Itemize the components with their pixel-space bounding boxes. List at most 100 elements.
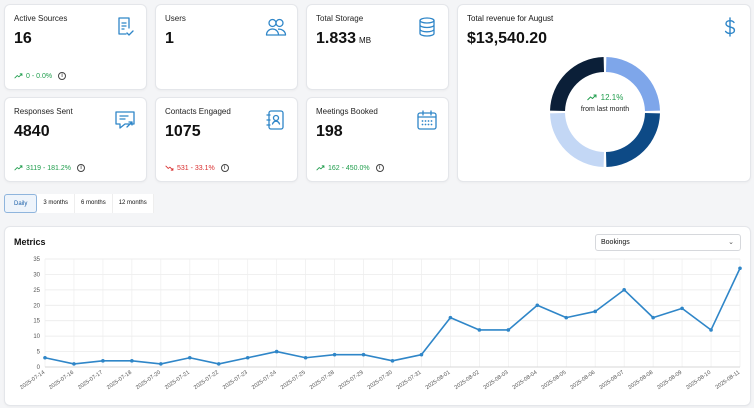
info-icon[interactable]: i <box>375 164 384 172</box>
y-tick-label: 0 <box>37 365 41 371</box>
data-point[interactable] <box>738 266 742 271</box>
y-tick-label: 30 <box>33 272 40 278</box>
data-point[interactable] <box>448 315 453 320</box>
y-tick-label: 25 <box>33 288 40 294</box>
stat-title: Responses Sent <box>14 107 73 116</box>
range-tab[interactable]: Daily <box>4 194 38 213</box>
x-tick-label: 2025-08-02 <box>454 370 481 391</box>
range-tab[interactable]: 6 months <box>75 194 113 213</box>
revenue-title: Total revenue for August <box>467 14 554 23</box>
contact-book-icon <box>266 110 284 130</box>
stat-trend: 162 - 450.0% i <box>316 164 384 172</box>
x-tick-label: 2025-07-31 <box>396 370 423 391</box>
range-tabs: Daily 3 months 6 months 12 months <box>4 194 154 213</box>
data-point[interactable] <box>593 309 598 314</box>
data-point[interactable] <box>419 352 424 357</box>
revenue-donut-chart <box>550 57 660 167</box>
donut-center: 12.1% from last month <box>548 93 662 113</box>
data-point[interactable] <box>477 328 482 332</box>
info-icon[interactable]: i <box>58 72 67 80</box>
donut-segment[interactable] <box>605 57 660 112</box>
trend-up-icon <box>14 73 23 79</box>
data-point[interactable] <box>43 355 47 360</box>
metrics-title: Metrics <box>14 237 46 247</box>
data-point[interactable] <box>101 359 105 363</box>
data-point[interactable] <box>651 315 655 320</box>
x-tick-label: 2025-07-21 <box>164 370 191 391</box>
data-point[interactable] <box>361 352 366 357</box>
info-icon[interactable]: i <box>220 164 229 172</box>
x-tick-label: 2025-07-22 <box>193 370 220 391</box>
data-point[interactable] <box>187 355 192 360</box>
stat-title: Contacts Engaged <box>165 107 231 116</box>
stat-trend: 0 - 0.0% i <box>14 72 67 80</box>
data-point[interactable] <box>274 349 279 354</box>
x-tick-label: 2025-08-07 <box>598 370 625 391</box>
data-point[interactable] <box>303 355 308 360</box>
metrics-card: Metrics Bookings ⌄ 0 5 10 15 20 25 30 35 2025-07… <box>4 226 751 406</box>
x-tick-label: 2025-08-05 <box>541 370 568 391</box>
x-tick-label: 2025-08-11 <box>715 370 742 391</box>
x-tick-label: 2025-08-06 <box>569 370 596 391</box>
revenue-value: $13,540.20 <box>467 30 548 47</box>
donut-segment[interactable] <box>550 112 605 167</box>
x-tick-label: 2025-07-20 <box>135 370 162 391</box>
info-icon[interactable]: i <box>77 164 86 172</box>
x-tick-label: 2025-07-14 <box>19 370 46 391</box>
chevron-down-icon: ⌄ <box>728 239 734 246</box>
data-point[interactable] <box>130 359 134 363</box>
data-point[interactable] <box>245 355 250 360</box>
message-reply-icon <box>115 111 135 129</box>
data-point[interactable] <box>535 303 540 308</box>
x-tick-label: 2025-07-24 <box>251 370 278 391</box>
stat-value: 1075 <box>165 123 201 140</box>
dollar-icon <box>724 17 736 37</box>
stat-card: Total Storage 1.833 MB <box>306 4 449 90</box>
data-point[interactable] <box>622 288 626 292</box>
data-point[interactable] <box>332 352 337 357</box>
trend-down-icon <box>165 165 174 171</box>
stat-title: Active Sources <box>14 14 68 23</box>
x-tick-label: 2025-07-28 <box>309 370 336 391</box>
users-icon <box>265 18 287 36</box>
range-tab[interactable]: 12 months <box>112 194 154 213</box>
x-tick-label: 2025-07-30 <box>367 370 394 391</box>
form-check-icon <box>118 17 134 36</box>
donut-segment[interactable] <box>605 112 660 167</box>
data-point[interactable] <box>709 328 713 332</box>
x-tick-label: 2025-07-23 <box>222 370 249 391</box>
data-point[interactable] <box>390 359 395 363</box>
data-point[interactable] <box>216 362 221 366</box>
revenue-card: Total revenue for August $13,540.20 12.1… <box>457 4 751 182</box>
x-tick-label: 2025-07-17 <box>77 370 104 391</box>
stat-card: Meetings Booked 198 162 - 450.0% i <box>306 97 449 182</box>
x-tick-label: 2025-07-16 <box>48 370 75 391</box>
stat-trend: 3119 - 181.2% i <box>14 164 86 172</box>
revenue-change: 12.1% <box>600 93 624 102</box>
stat-value: 1 <box>165 30 174 47</box>
trend-up-icon <box>316 165 325 171</box>
x-tick-label: 2025-07-18 <box>106 370 133 391</box>
donut-segment[interactable] <box>550 57 605 112</box>
stat-unit: MB <box>359 36 372 45</box>
stat-title: Total Storage <box>316 14 364 23</box>
metric-select[interactable]: Bookings ⌄ <box>595 234 741 251</box>
data-point[interactable] <box>564 315 569 320</box>
range-tab[interactable]: 3 months <box>37 194 76 213</box>
data-point[interactable] <box>680 306 684 311</box>
y-tick-label: 15 <box>33 319 40 325</box>
x-tick-label: 2025-08-04 <box>512 370 539 391</box>
data-point[interactable] <box>506 328 511 332</box>
stat-value: 16 <box>14 30 32 47</box>
y-tick-label: 10 <box>33 334 40 340</box>
data-point[interactable] <box>159 362 163 366</box>
x-tick-label: 2025-07-29 <box>338 370 365 391</box>
data-point[interactable] <box>72 362 76 366</box>
trend-up-icon <box>14 165 23 171</box>
y-tick-label: 35 <box>33 257 40 263</box>
stat-card: Responses Sent 4840 3119 - 181.2% i <box>4 97 147 182</box>
x-tick-label: 2025-08-10 <box>685 370 712 391</box>
calendar-icon <box>417 110 437 130</box>
stat-card: Users 1 <box>155 4 298 90</box>
